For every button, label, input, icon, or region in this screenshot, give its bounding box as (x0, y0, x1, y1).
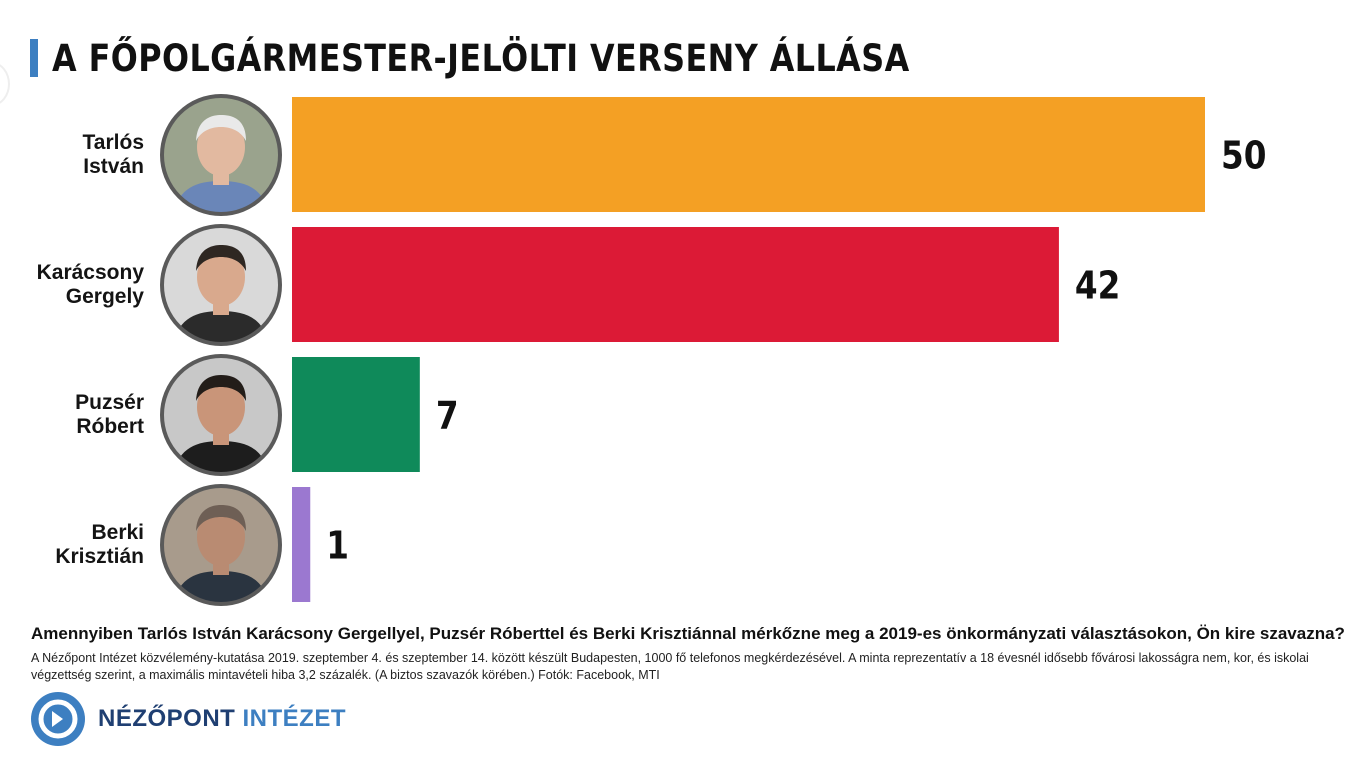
data-label-3: 7 (436, 394, 459, 438)
bar-chart: 50 42 7 1 (292, 97, 1266, 602)
page-title: A FŐPOLGÁRMESTER-JELÖLTI VERSENY ÁLLÁSA (52, 36, 910, 80)
bar-1 (292, 97, 1205, 212)
data-label-2: 42 (1075, 264, 1120, 308)
candidate-name-3: Puzsér Róbert (75, 390, 144, 438)
survey-question: Amennyiben Tarlós István Karácsony Gerge… (31, 624, 1345, 643)
data-label-1: 50 (1221, 134, 1266, 178)
nezopont-logo-icon (31, 692, 85, 746)
portrait-photo-puzser (160, 354, 282, 476)
portrait-photo-tarlos (160, 94, 282, 216)
page-header: A FŐPOLGÁRMESTER-JELÖLTI VERSENY ÁLLÁSA (30, 36, 1049, 80)
brand-logo: NÉZŐPONT INTÉZET (30, 690, 346, 748)
title-accent-bar (30, 39, 38, 77)
candidate-name-2: Karácsony Gergely (36, 260, 144, 308)
brand-name-part1: NÉZŐPONT (98, 705, 236, 732)
bar-4 (292, 487, 311, 602)
portrait-photo-berki (160, 484, 282, 606)
brand-name-part2: INTÉZET (242, 705, 347, 732)
bar-3 (292, 357, 420, 472)
candidate-name-1: Tarlós István (82, 130, 144, 178)
portrait-photo-karacsony (160, 224, 282, 346)
methodology-note: A Nézőpont Intézet közvélemény-kutatása … (31, 651, 1309, 682)
candidate-name-4: Berki Krisztián (55, 520, 144, 568)
brand-name: NÉZŐPONT INTÉZET (98, 705, 346, 733)
data-label-4: 1 (326, 524, 349, 568)
bar-2 (292, 227, 1059, 342)
